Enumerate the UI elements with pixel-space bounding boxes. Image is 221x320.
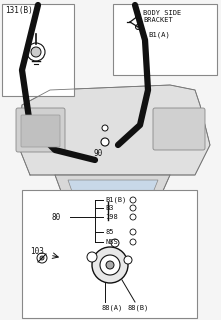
Circle shape: [101, 138, 109, 146]
Circle shape: [130, 229, 136, 235]
Polygon shape: [68, 180, 158, 200]
Circle shape: [106, 261, 114, 269]
Circle shape: [31, 47, 41, 57]
Polygon shape: [55, 175, 170, 202]
Text: 90: 90: [93, 148, 103, 157]
Circle shape: [111, 239, 119, 247]
FancyBboxPatch shape: [2, 4, 74, 96]
Text: BODY SIDE: BODY SIDE: [143, 10, 181, 16]
FancyBboxPatch shape: [22, 190, 197, 318]
Circle shape: [40, 256, 44, 260]
Polygon shape: [18, 85, 210, 175]
FancyBboxPatch shape: [21, 115, 60, 147]
Text: B1(B): B1(B): [105, 197, 126, 203]
FancyBboxPatch shape: [153, 108, 205, 150]
Text: 85: 85: [105, 229, 114, 235]
Text: B3: B3: [105, 205, 114, 211]
Circle shape: [130, 214, 136, 220]
Text: B1(A): B1(A): [148, 32, 170, 38]
Circle shape: [130, 205, 136, 211]
Circle shape: [135, 13, 141, 19]
Circle shape: [124, 256, 132, 264]
Circle shape: [102, 125, 108, 131]
Text: NSS: NSS: [105, 239, 118, 245]
Text: 131(B): 131(B): [5, 5, 33, 14]
Circle shape: [130, 197, 136, 203]
Circle shape: [27, 43, 45, 61]
Text: BRACKET: BRACKET: [143, 17, 173, 23]
Text: 80: 80: [52, 212, 61, 221]
FancyBboxPatch shape: [113, 4, 217, 75]
Circle shape: [130, 239, 136, 245]
Circle shape: [37, 253, 47, 263]
Circle shape: [87, 252, 97, 262]
Circle shape: [92, 247, 128, 283]
Text: 88(A): 88(A): [102, 305, 123, 311]
Circle shape: [100, 255, 120, 275]
Text: 103: 103: [30, 247, 44, 257]
Circle shape: [135, 25, 141, 29]
Text: 88(B): 88(B): [128, 305, 149, 311]
FancyBboxPatch shape: [16, 108, 65, 152]
Text: 198: 198: [105, 214, 118, 220]
